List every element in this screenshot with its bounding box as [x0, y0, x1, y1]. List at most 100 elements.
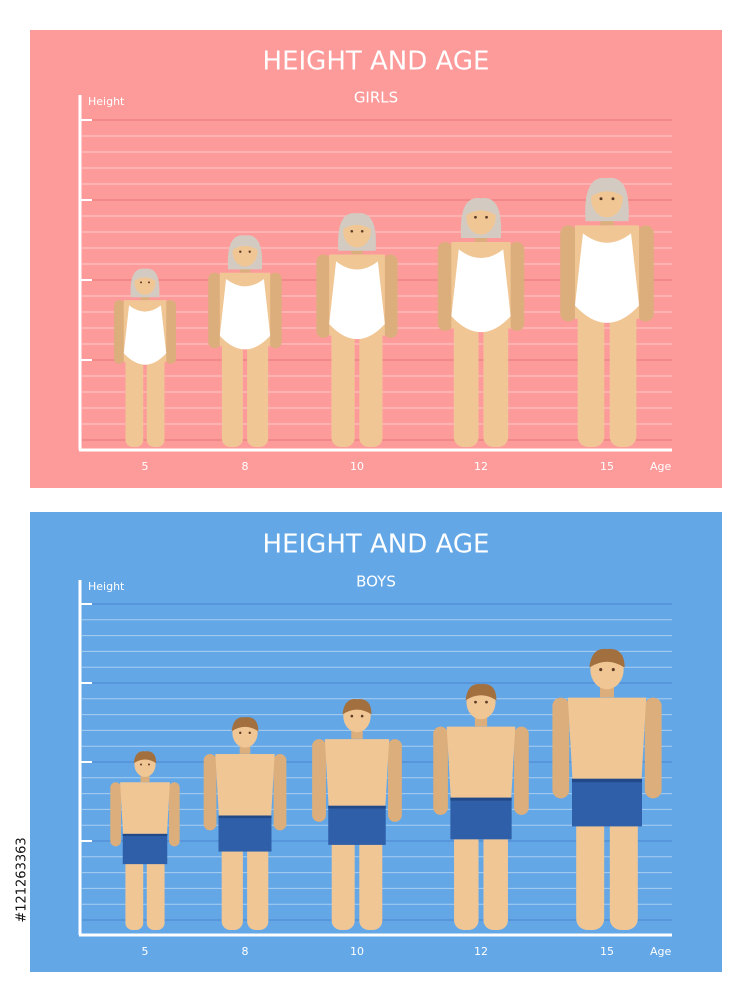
neck	[239, 743, 251, 754]
arm	[316, 254, 331, 338]
eye	[350, 229, 354, 233]
girl-figure	[316, 213, 398, 447]
eye	[599, 197, 603, 201]
hair-top	[342, 699, 372, 715]
arm	[552, 697, 570, 799]
age-label: 15	[600, 460, 614, 473]
leg	[577, 308, 605, 447]
panel-title: HEIGHT AND AGE	[263, 530, 490, 560]
arm	[203, 754, 217, 831]
eye	[485, 215, 488, 219]
arm	[433, 726, 448, 815]
boy-figure	[552, 648, 662, 930]
eye	[140, 763, 143, 766]
hair-top	[589, 648, 625, 668]
arm	[110, 782, 121, 847]
neck	[140, 773, 150, 783]
arm	[388, 739, 402, 822]
torso	[215, 754, 275, 829]
shorts	[122, 833, 168, 865]
swimsuit	[574, 233, 640, 323]
shorts-waist	[122, 833, 168, 837]
hair-top	[590, 178, 624, 197]
girl-figure	[560, 177, 654, 447]
arm	[169, 782, 180, 847]
boy-figure	[110, 751, 180, 930]
eye	[140, 281, 143, 284]
swimsuit	[123, 305, 167, 365]
age-label: 8	[242, 945, 249, 958]
swimsuit	[329, 261, 385, 340]
swimsuit	[451, 249, 511, 333]
y-axis-label: Height	[88, 95, 125, 108]
hair-top	[465, 683, 497, 701]
eye	[239, 250, 242, 253]
leg	[331, 326, 355, 447]
arm	[509, 241, 525, 331]
leg	[453, 318, 479, 447]
arm	[114, 300, 125, 364]
girl-figure	[114, 268, 176, 447]
leg	[221, 337, 243, 447]
age-label: 5	[142, 945, 149, 958]
hair-top	[133, 751, 157, 764]
arm	[644, 697, 662, 799]
age-label: 12	[474, 460, 488, 473]
leg	[609, 308, 637, 447]
shorts	[328, 805, 386, 845]
leg	[247, 337, 269, 447]
shorts-waist	[328, 805, 386, 809]
panel-subtitle: GIRLS	[354, 89, 398, 107]
age-label: 12	[474, 945, 488, 958]
eye	[611, 197, 615, 201]
torso	[446, 726, 516, 813]
torso	[324, 739, 390, 820]
eye	[147, 281, 150, 284]
arm	[165, 300, 176, 364]
age-label: 10	[350, 945, 364, 958]
eye	[248, 250, 251, 253]
eye	[350, 714, 354, 718]
boy-figure	[203, 717, 287, 930]
eye	[360, 714, 364, 718]
neck	[351, 727, 363, 739]
arm	[560, 225, 577, 322]
x-axis-label: Age	[650, 945, 672, 958]
eye	[360, 229, 364, 233]
shorts	[450, 797, 512, 840]
age-label: 10	[350, 460, 364, 473]
torso	[120, 782, 170, 845]
panel-subtitle: BOYS	[356, 573, 396, 591]
age-label: 15	[600, 945, 614, 958]
torso	[567, 697, 647, 796]
hair-top	[465, 198, 497, 216]
eye	[599, 668, 603, 672]
y-axis-label: Height	[88, 580, 125, 593]
eye	[248, 731, 251, 735]
arm	[208, 272, 221, 349]
arm	[312, 739, 326, 822]
leg	[125, 354, 144, 447]
leg	[359, 326, 383, 447]
arm	[269, 272, 282, 349]
arm	[437, 241, 453, 331]
age-label: 8	[242, 460, 249, 473]
side-id: #121263363	[15, 837, 30, 922]
age-label: 5	[142, 460, 149, 473]
shorts-waist	[218, 815, 272, 819]
shorts	[218, 815, 272, 852]
girl-figure	[208, 235, 282, 447]
arm	[637, 225, 654, 322]
boy-figure	[312, 699, 402, 930]
hair-top	[231, 717, 259, 732]
swimsuit	[219, 279, 271, 350]
eye	[611, 668, 615, 672]
boy-figure	[433, 683, 529, 930]
shorts-waist	[572, 778, 642, 783]
x-axis-label: Age	[650, 460, 672, 473]
shorts-waist	[450, 797, 512, 801]
eye	[474, 215, 477, 219]
leg	[146, 354, 165, 447]
eye	[474, 700, 477, 704]
